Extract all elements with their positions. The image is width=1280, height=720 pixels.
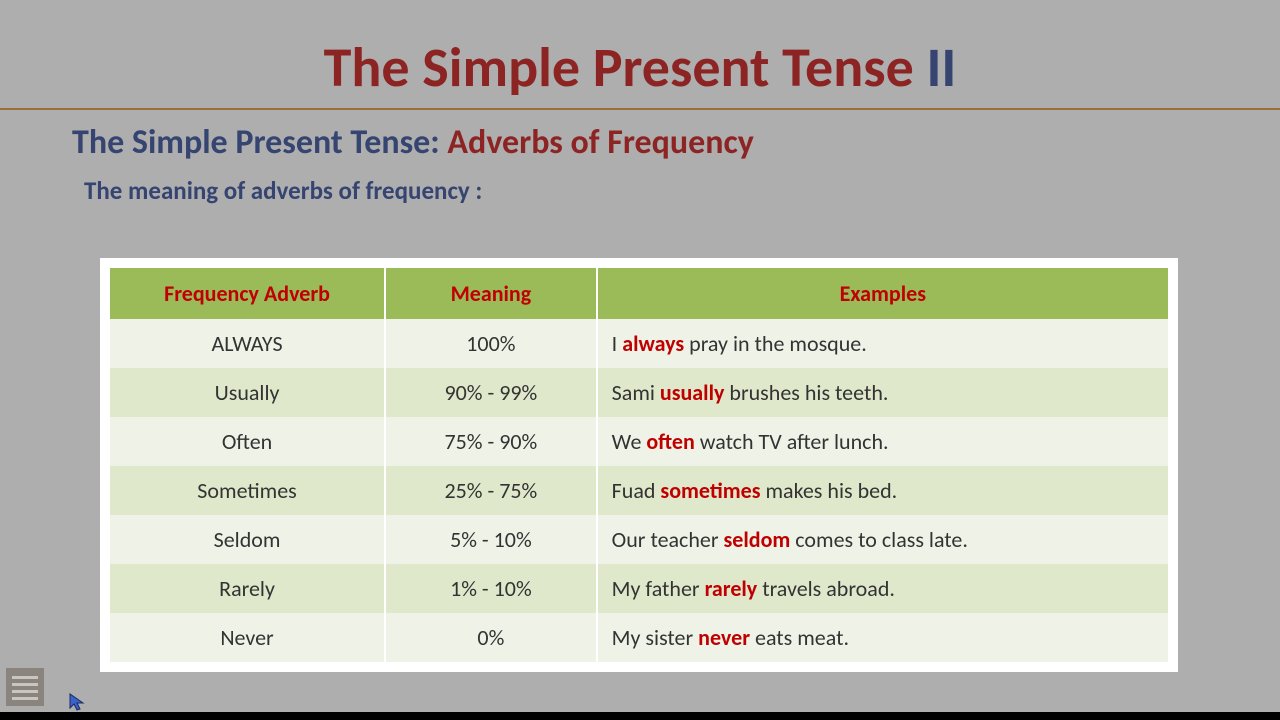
table-header-row: Frequency Adverb Meaning Examples (110, 268, 1168, 319)
title-main: The Simple Present Tense (324, 34, 914, 102)
table-row: Sometimes 25% - 75% Fuad sometimes makes… (110, 466, 1168, 515)
cell-adverb: Often (110, 417, 385, 466)
cell-meaning: 0% (385, 613, 597, 662)
example-pre: My father (612, 575, 705, 602)
caption: The meaning of adverbs of frequency : (0, 163, 1280, 206)
example-pre: We (612, 428, 647, 455)
cursor-icon (68, 692, 88, 712)
cell-example: Sami usually brushes his teeth. (597, 368, 1168, 417)
table-body: ALWAYS 100% I always pray in the mosque.… (110, 319, 1168, 662)
table-row: Often 75% - 90% We often watch TV after … (110, 417, 1168, 466)
frequency-table: Frequency Adverb Meaning Examples ALWAYS… (110, 268, 1168, 662)
example-adverb: seldom (724, 526, 791, 553)
cell-adverb: Rarely (110, 564, 385, 613)
example-adverb: usually (660, 379, 724, 406)
cell-adverb: ALWAYS (110, 319, 385, 368)
cell-meaning: 75% - 90% (385, 417, 597, 466)
cell-meaning: 5% - 10% (385, 515, 597, 564)
subtitle-prefix: The Simple Present Tense: (72, 122, 440, 163)
th-examples: Examples (597, 268, 1168, 319)
cell-example: Fuad sometimes makes his bed. (597, 466, 1168, 515)
cell-meaning: 100% (385, 319, 597, 368)
example-adverb: often (646, 428, 694, 455)
cell-meaning: 25% - 75% (385, 466, 597, 515)
cell-example: My father rarely travels abroad. (597, 564, 1168, 613)
example-post: comes to class late. (790, 526, 968, 553)
page-title: The Simple Present Tense II (0, 0, 1280, 102)
cell-example: My sister never eats meat. (597, 613, 1168, 662)
subtitle: The Simple Present Tense: Adverbs of Fre… (0, 110, 1280, 163)
example-adverb: never (698, 624, 750, 651)
cell-adverb: Seldom (110, 515, 385, 564)
table-row: Seldom 5% - 10% Our teacher seldom comes… (110, 515, 1168, 564)
example-post: watch TV after lunch. (695, 428, 889, 455)
cell-adverb: Usually (110, 368, 385, 417)
example-post: eats meat. (750, 624, 849, 651)
slide-content: The Simple Present Tense II The Simple P… (0, 0, 1280, 720)
example-pre: Our teacher (612, 526, 724, 553)
slide-container: The Simple Present Tense II The Simple P… (0, 0, 1280, 720)
table-row: Never 0% My sister never eats meat. (110, 613, 1168, 662)
watermark-icon (6, 668, 44, 706)
cell-example: We often watch TV after lunch. (597, 417, 1168, 466)
table-row: Usually 90% - 99% Sami usually brushes h… (110, 368, 1168, 417)
example-adverb: rarely (705, 575, 758, 602)
subtitle-highlight: Adverbs of Frequency (447, 122, 753, 163)
example-post: travels abroad. (757, 575, 895, 602)
example-adverb: sometimes (660, 477, 760, 504)
bottom-border (0, 712, 1280, 720)
example-post: brushes his teeth. (724, 379, 888, 406)
example-adverb: always (622, 330, 684, 357)
table-row: Rarely 1% - 10% My father rarely travels… (110, 564, 1168, 613)
example-post: makes his bed. (760, 477, 897, 504)
table-row: ALWAYS 100% I always pray in the mosque. (110, 319, 1168, 368)
title-suffix: II (926, 34, 956, 102)
example-pre: My sister (612, 624, 698, 651)
cell-meaning: 1% - 10% (385, 564, 597, 613)
th-adverb: Frequency Adverb (110, 268, 385, 319)
example-pre: I (612, 330, 623, 357)
cell-adverb: Never (110, 613, 385, 662)
cell-adverb: Sometimes (110, 466, 385, 515)
example-post: pray in the mosque. (684, 330, 867, 357)
example-pre: Sami (612, 379, 660, 406)
cell-meaning: 90% - 99% (385, 368, 597, 417)
example-pre: Fuad (612, 477, 661, 504)
table-card: Frequency Adverb Meaning Examples ALWAYS… (100, 258, 1178, 672)
th-meaning: Meaning (385, 268, 597, 319)
cell-example: I always pray in the mosque. (597, 319, 1168, 368)
cell-example: Our teacher seldom comes to class late. (597, 515, 1168, 564)
